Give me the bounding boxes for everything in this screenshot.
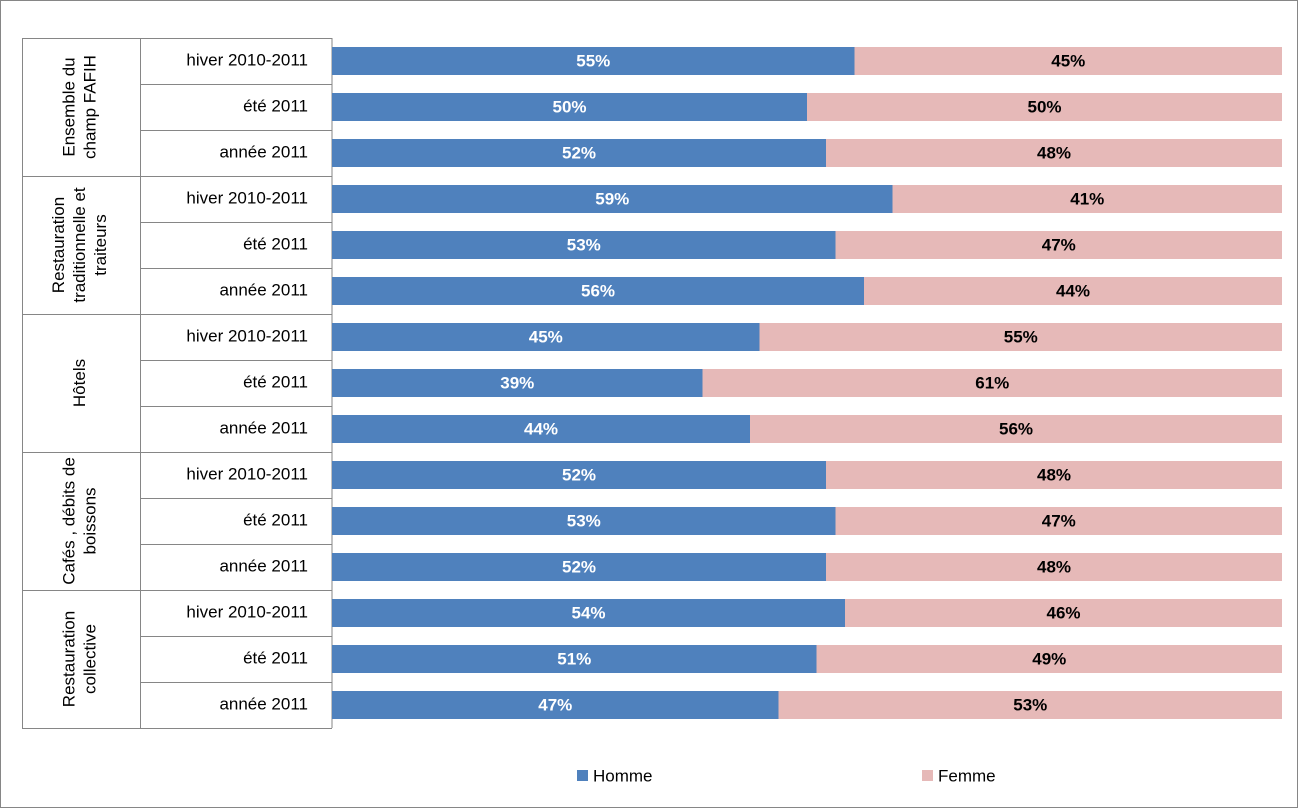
group-label: Cafés , débits de boissons bbox=[60, 457, 100, 585]
value-label: 47% bbox=[1042, 511, 1076, 530]
value-label: 47% bbox=[538, 695, 572, 714]
bar-segment bbox=[332, 185, 893, 213]
group-label: Restauration collective bbox=[60, 611, 100, 707]
bar-segment bbox=[332, 277, 864, 305]
bar-segment bbox=[332, 139, 826, 167]
category-label: été 2011 bbox=[243, 372, 308, 391]
bar-segment bbox=[332, 553, 826, 581]
group-label: Hôtels bbox=[70, 359, 89, 407]
bar-segment bbox=[332, 93, 807, 121]
value-label: 52% bbox=[562, 143, 596, 162]
value-label: 53% bbox=[567, 511, 601, 530]
value-label: 39% bbox=[500, 373, 534, 392]
value-label: 59% bbox=[595, 189, 629, 208]
bar-segment bbox=[332, 231, 836, 259]
bar-segment bbox=[332, 599, 845, 627]
value-label: 48% bbox=[1037, 557, 1071, 576]
category-label: année 2011 bbox=[219, 556, 308, 575]
bar-segment bbox=[332, 691, 779, 719]
value-label: 54% bbox=[571, 603, 605, 622]
value-label: 56% bbox=[581, 281, 615, 300]
category-label: hiver 2010-2011 bbox=[186, 602, 308, 621]
value-label: 49% bbox=[1032, 649, 1066, 668]
value-label: 44% bbox=[524, 419, 558, 438]
bar-segment bbox=[702, 369, 1282, 397]
bar-segment bbox=[807, 93, 1282, 121]
value-label: 41% bbox=[1070, 189, 1104, 208]
bar-segment bbox=[332, 507, 836, 535]
group-label: Ensemble du champ FAFIH bbox=[60, 55, 100, 159]
value-label: 47% bbox=[1042, 235, 1076, 254]
category-label: année 2011 bbox=[219, 694, 308, 713]
legend-swatch bbox=[577, 770, 588, 781]
value-label: 45% bbox=[1051, 51, 1085, 70]
value-label: 48% bbox=[1037, 465, 1071, 484]
legend-label: Homme bbox=[593, 766, 653, 785]
bar-segment bbox=[892, 185, 1282, 213]
value-label: 48% bbox=[1037, 143, 1071, 162]
value-label: 52% bbox=[562, 465, 596, 484]
value-label: 51% bbox=[557, 649, 591, 668]
value-label: 53% bbox=[567, 235, 601, 254]
value-label: 53% bbox=[1013, 695, 1047, 714]
bar-segment bbox=[332, 369, 703, 397]
bar-segment bbox=[826, 553, 1282, 581]
bar-segment bbox=[750, 415, 1282, 443]
bar-segment bbox=[835, 507, 1282, 535]
value-label: 52% bbox=[562, 557, 596, 576]
value-label: 55% bbox=[1004, 327, 1038, 346]
bar-segment bbox=[835, 231, 1282, 259]
category-label: été 2011 bbox=[243, 510, 308, 529]
bar-segment bbox=[826, 461, 1282, 489]
bar-segment bbox=[864, 277, 1282, 305]
value-label: 44% bbox=[1056, 281, 1090, 300]
bar-segment bbox=[332, 415, 750, 443]
bar-segment bbox=[778, 691, 1282, 719]
bar-segment bbox=[332, 323, 760, 351]
category-label: année 2011 bbox=[219, 142, 308, 161]
category-label: hiver 2010-2011 bbox=[186, 464, 308, 483]
category-label: hiver 2010-2011 bbox=[186, 326, 308, 345]
legend-label: Femme bbox=[938, 766, 996, 785]
bar-segment bbox=[332, 645, 817, 673]
category-label: année 2011 bbox=[219, 280, 308, 299]
bar-segment bbox=[332, 461, 826, 489]
group-label: Restauration traditionnelle et traiteurs bbox=[49, 187, 110, 303]
bar-segment bbox=[826, 139, 1282, 167]
bar-segment bbox=[845, 599, 1282, 627]
category-label: année 2011 bbox=[219, 418, 308, 437]
value-label: 46% bbox=[1046, 603, 1080, 622]
value-label: 61% bbox=[975, 373, 1009, 392]
bar-segment bbox=[759, 323, 1282, 351]
value-label: 50% bbox=[1027, 97, 1061, 116]
category-label: été 2011 bbox=[243, 648, 308, 667]
value-label: 56% bbox=[999, 419, 1033, 438]
value-label: 45% bbox=[529, 327, 563, 346]
category-label: été 2011 bbox=[243, 234, 308, 253]
bar-segment bbox=[816, 645, 1282, 673]
category-label: été 2011 bbox=[243, 96, 308, 115]
bar-segment bbox=[854, 47, 1282, 75]
legend-swatch bbox=[922, 770, 933, 781]
bar-segment bbox=[332, 47, 855, 75]
category-label: hiver 2010-2011 bbox=[186, 188, 308, 207]
category-label: hiver 2010-2011 bbox=[186, 50, 308, 69]
value-label: 55% bbox=[576, 51, 610, 70]
value-label: 50% bbox=[552, 97, 586, 116]
